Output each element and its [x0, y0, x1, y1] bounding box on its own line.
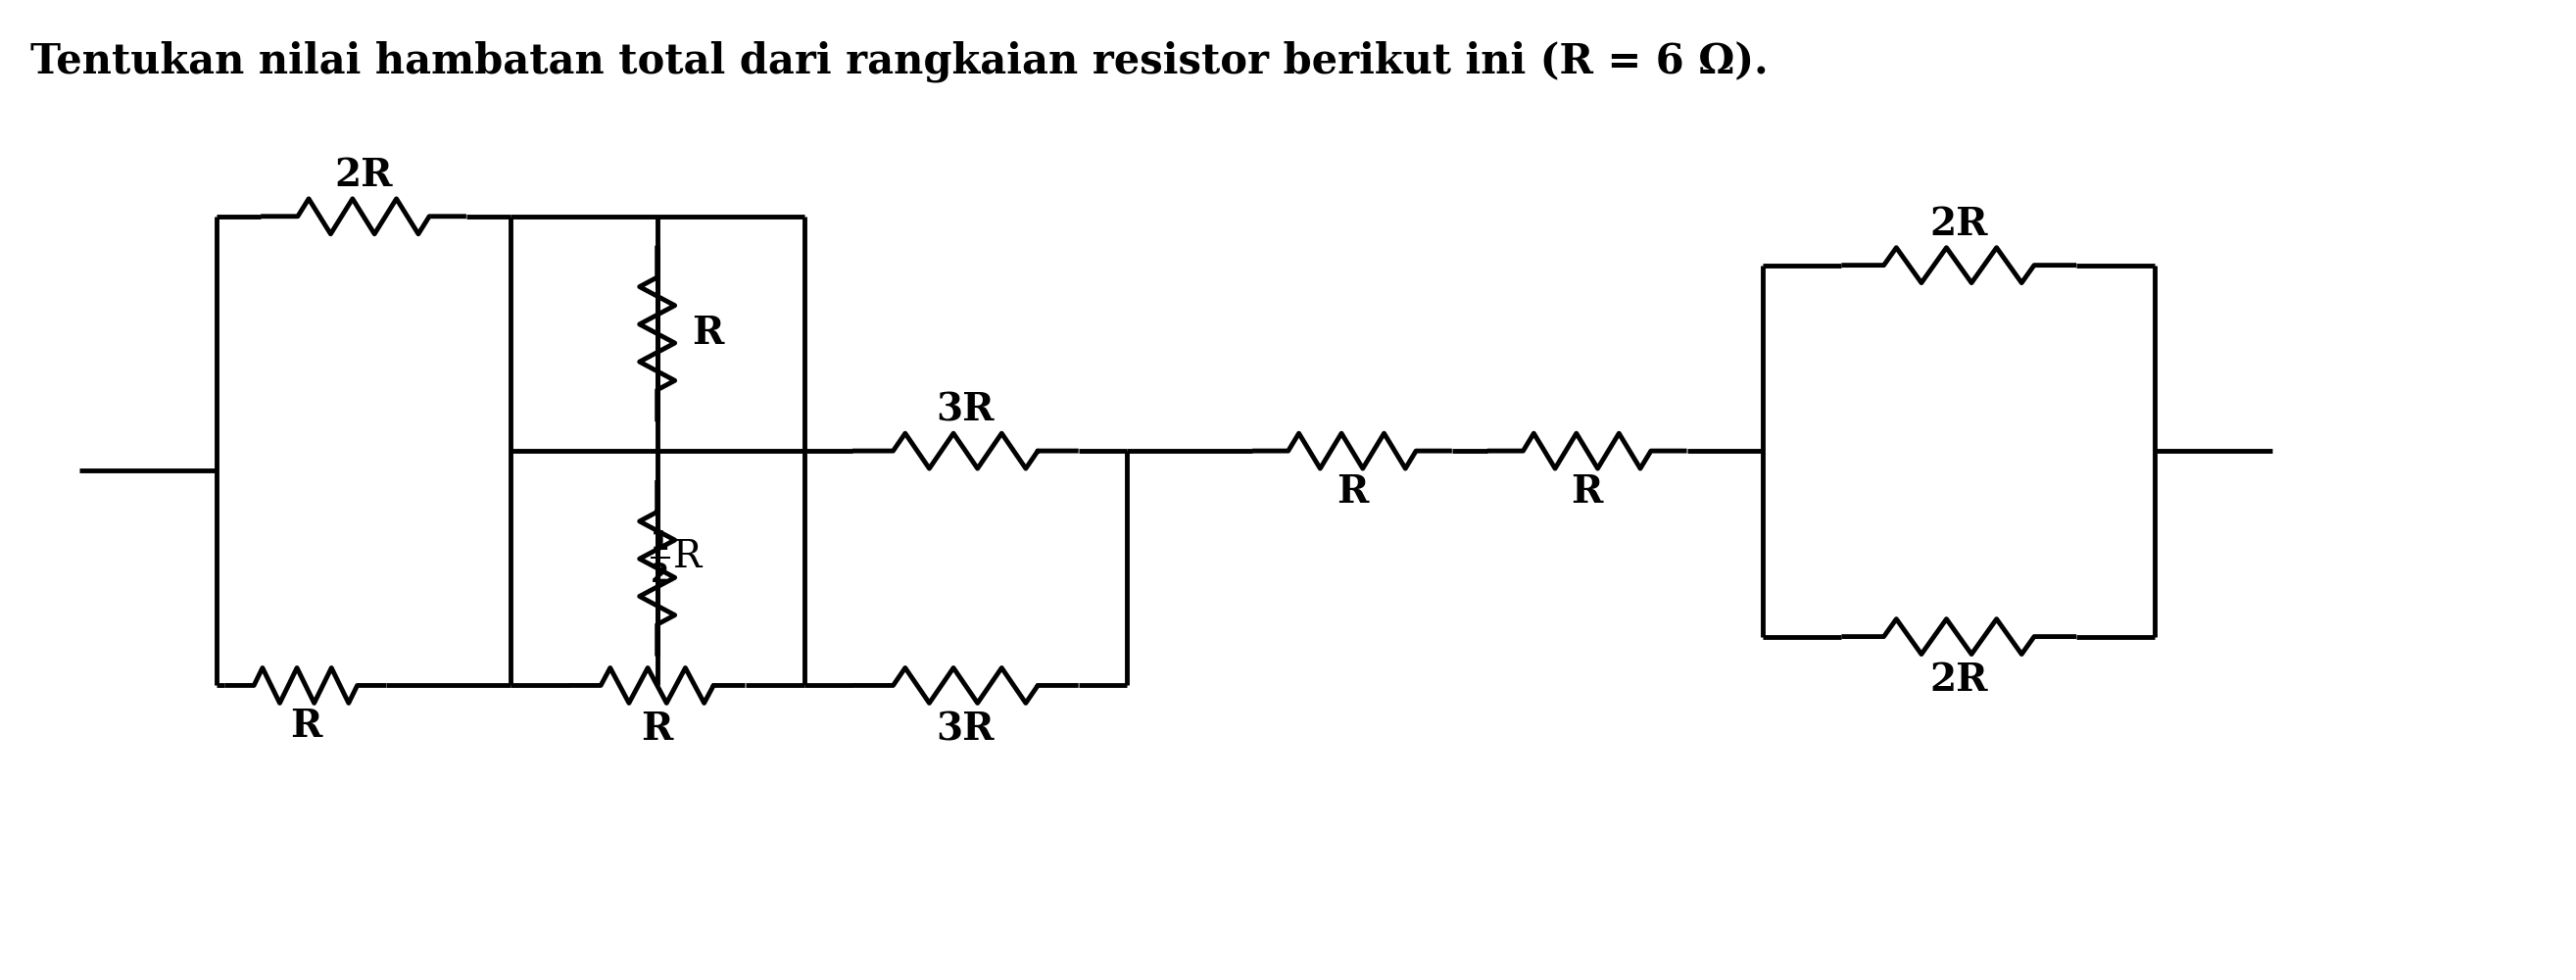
Text: $\mathbf{\frac{1}{2}}$R: $\mathbf{\frac{1}{2}}$R [649, 528, 703, 585]
Text: R: R [1337, 473, 1368, 511]
Text: 3R: 3R [935, 710, 994, 748]
Text: R: R [289, 708, 322, 745]
Text: 2R: 2R [1929, 206, 1989, 243]
Text: R: R [641, 710, 672, 748]
Text: R: R [1571, 473, 1602, 511]
Text: 2R: 2R [335, 157, 392, 194]
Text: R: R [693, 315, 724, 352]
Text: 2R: 2R [1929, 662, 1989, 699]
Text: Tentukan nilai hambatan total dari rangkaian resistor berikut ini (R = 6 Ω).: Tentukan nilai hambatan total dari rangk… [31, 40, 1770, 82]
Text: 3R: 3R [935, 391, 994, 428]
